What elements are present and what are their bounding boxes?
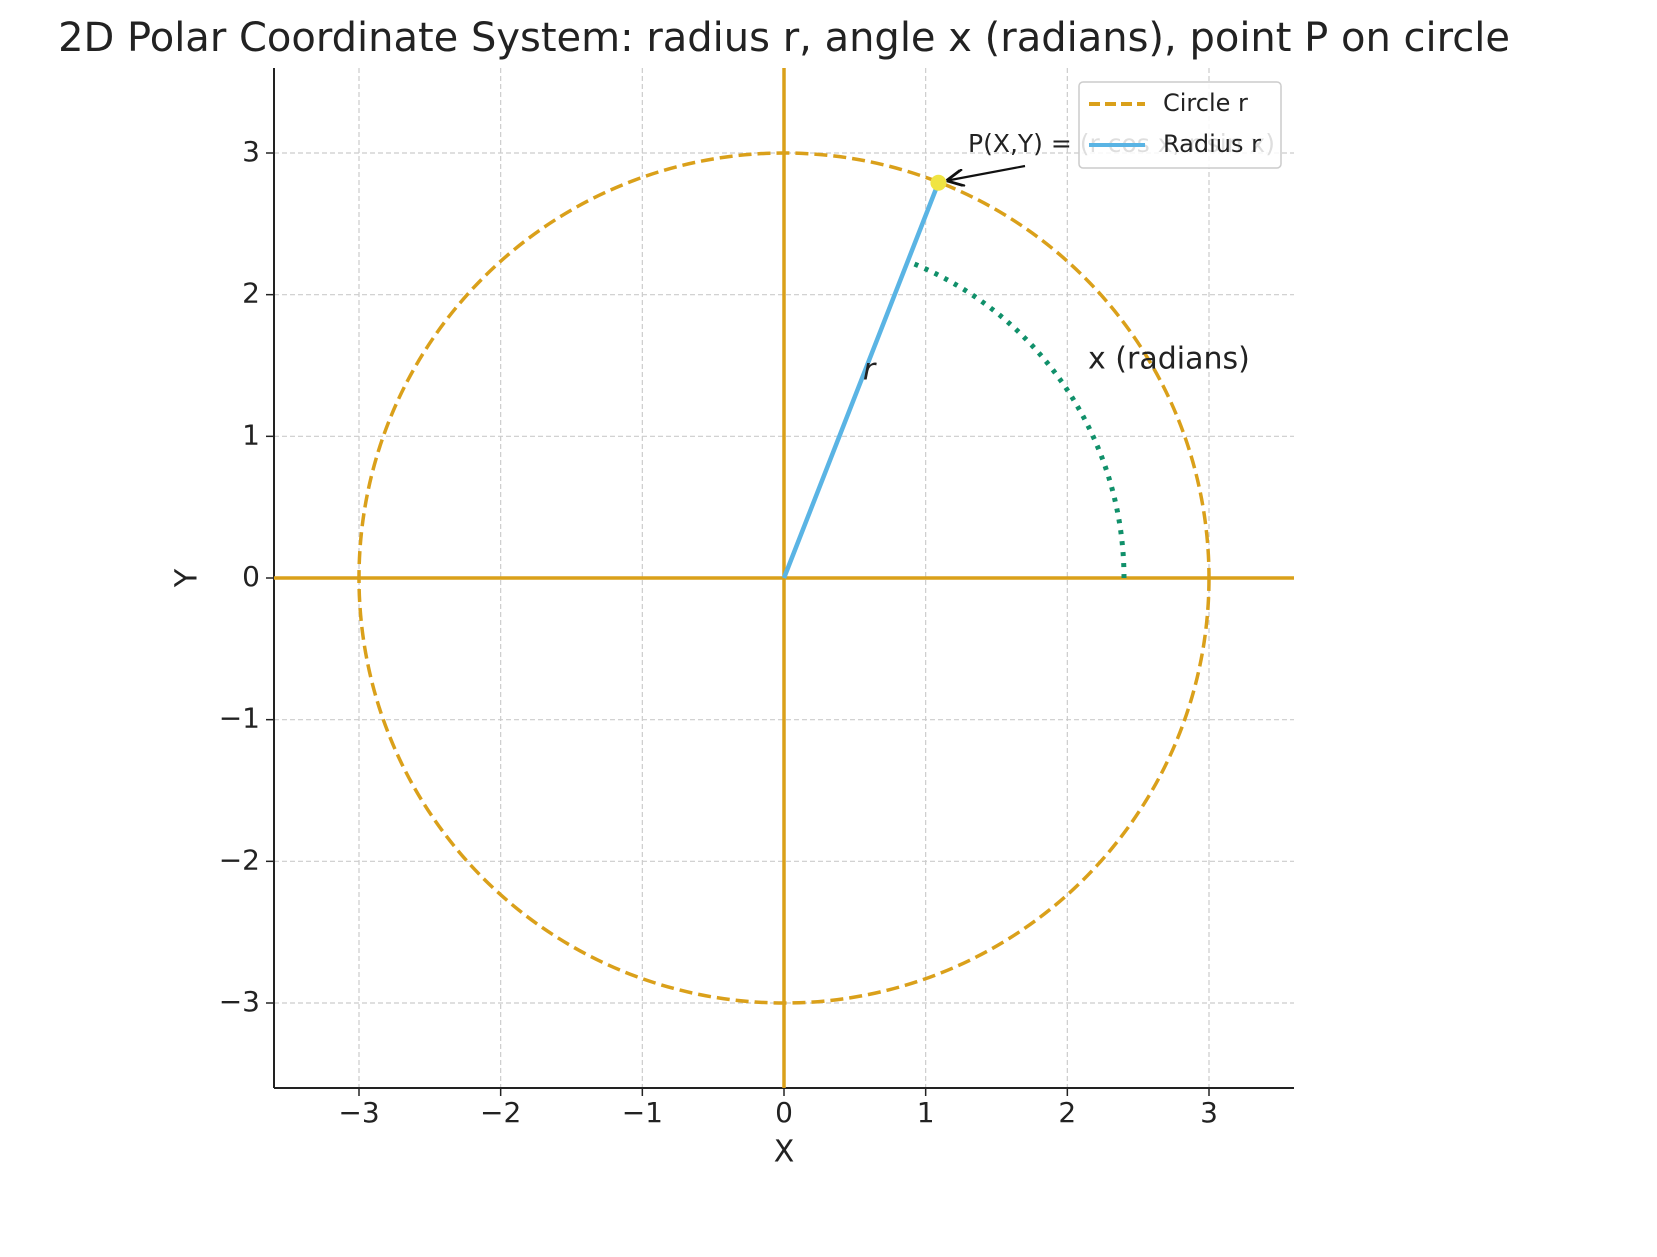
y-tick-label: −2 <box>219 843 260 876</box>
annotation: x (radians) <box>1088 342 1250 377</box>
legend-label: Radius r <box>1163 130 1261 158</box>
point-p <box>930 174 947 191</box>
y-tick-label: 1 <box>242 418 260 451</box>
x-tick-label: 0 <box>775 1096 793 1129</box>
y-tick-label: −3 <box>219 985 260 1018</box>
chart-title: 2D Polar Coordinate System: radius r, an… <box>58 15 1510 61</box>
y-tick-label: 3 <box>242 135 260 168</box>
x-tick-label: −3 <box>338 1096 379 1129</box>
x-tick-label: 1 <box>917 1096 935 1129</box>
y-axis-label: Y <box>170 568 205 588</box>
y-tick-label: 0 <box>242 560 260 593</box>
y-tick-label: −1 <box>219 702 260 735</box>
legend-label: Circle r <box>1163 89 1248 117</box>
y-tick-label: 2 <box>242 277 260 310</box>
x-tick-label: −2 <box>480 1096 521 1129</box>
angle-arc <box>906 258 1127 579</box>
x-axis-label: X <box>774 1135 795 1170</box>
annotation: r <box>863 353 877 388</box>
x-tick-label: −1 <box>622 1096 663 1129</box>
annotation-arrow <box>946 164 1026 181</box>
radius-line <box>781 181 941 579</box>
x-tick-label: 2 <box>1058 1096 1076 1129</box>
x-tick-label: 3 <box>1200 1096 1218 1129</box>
